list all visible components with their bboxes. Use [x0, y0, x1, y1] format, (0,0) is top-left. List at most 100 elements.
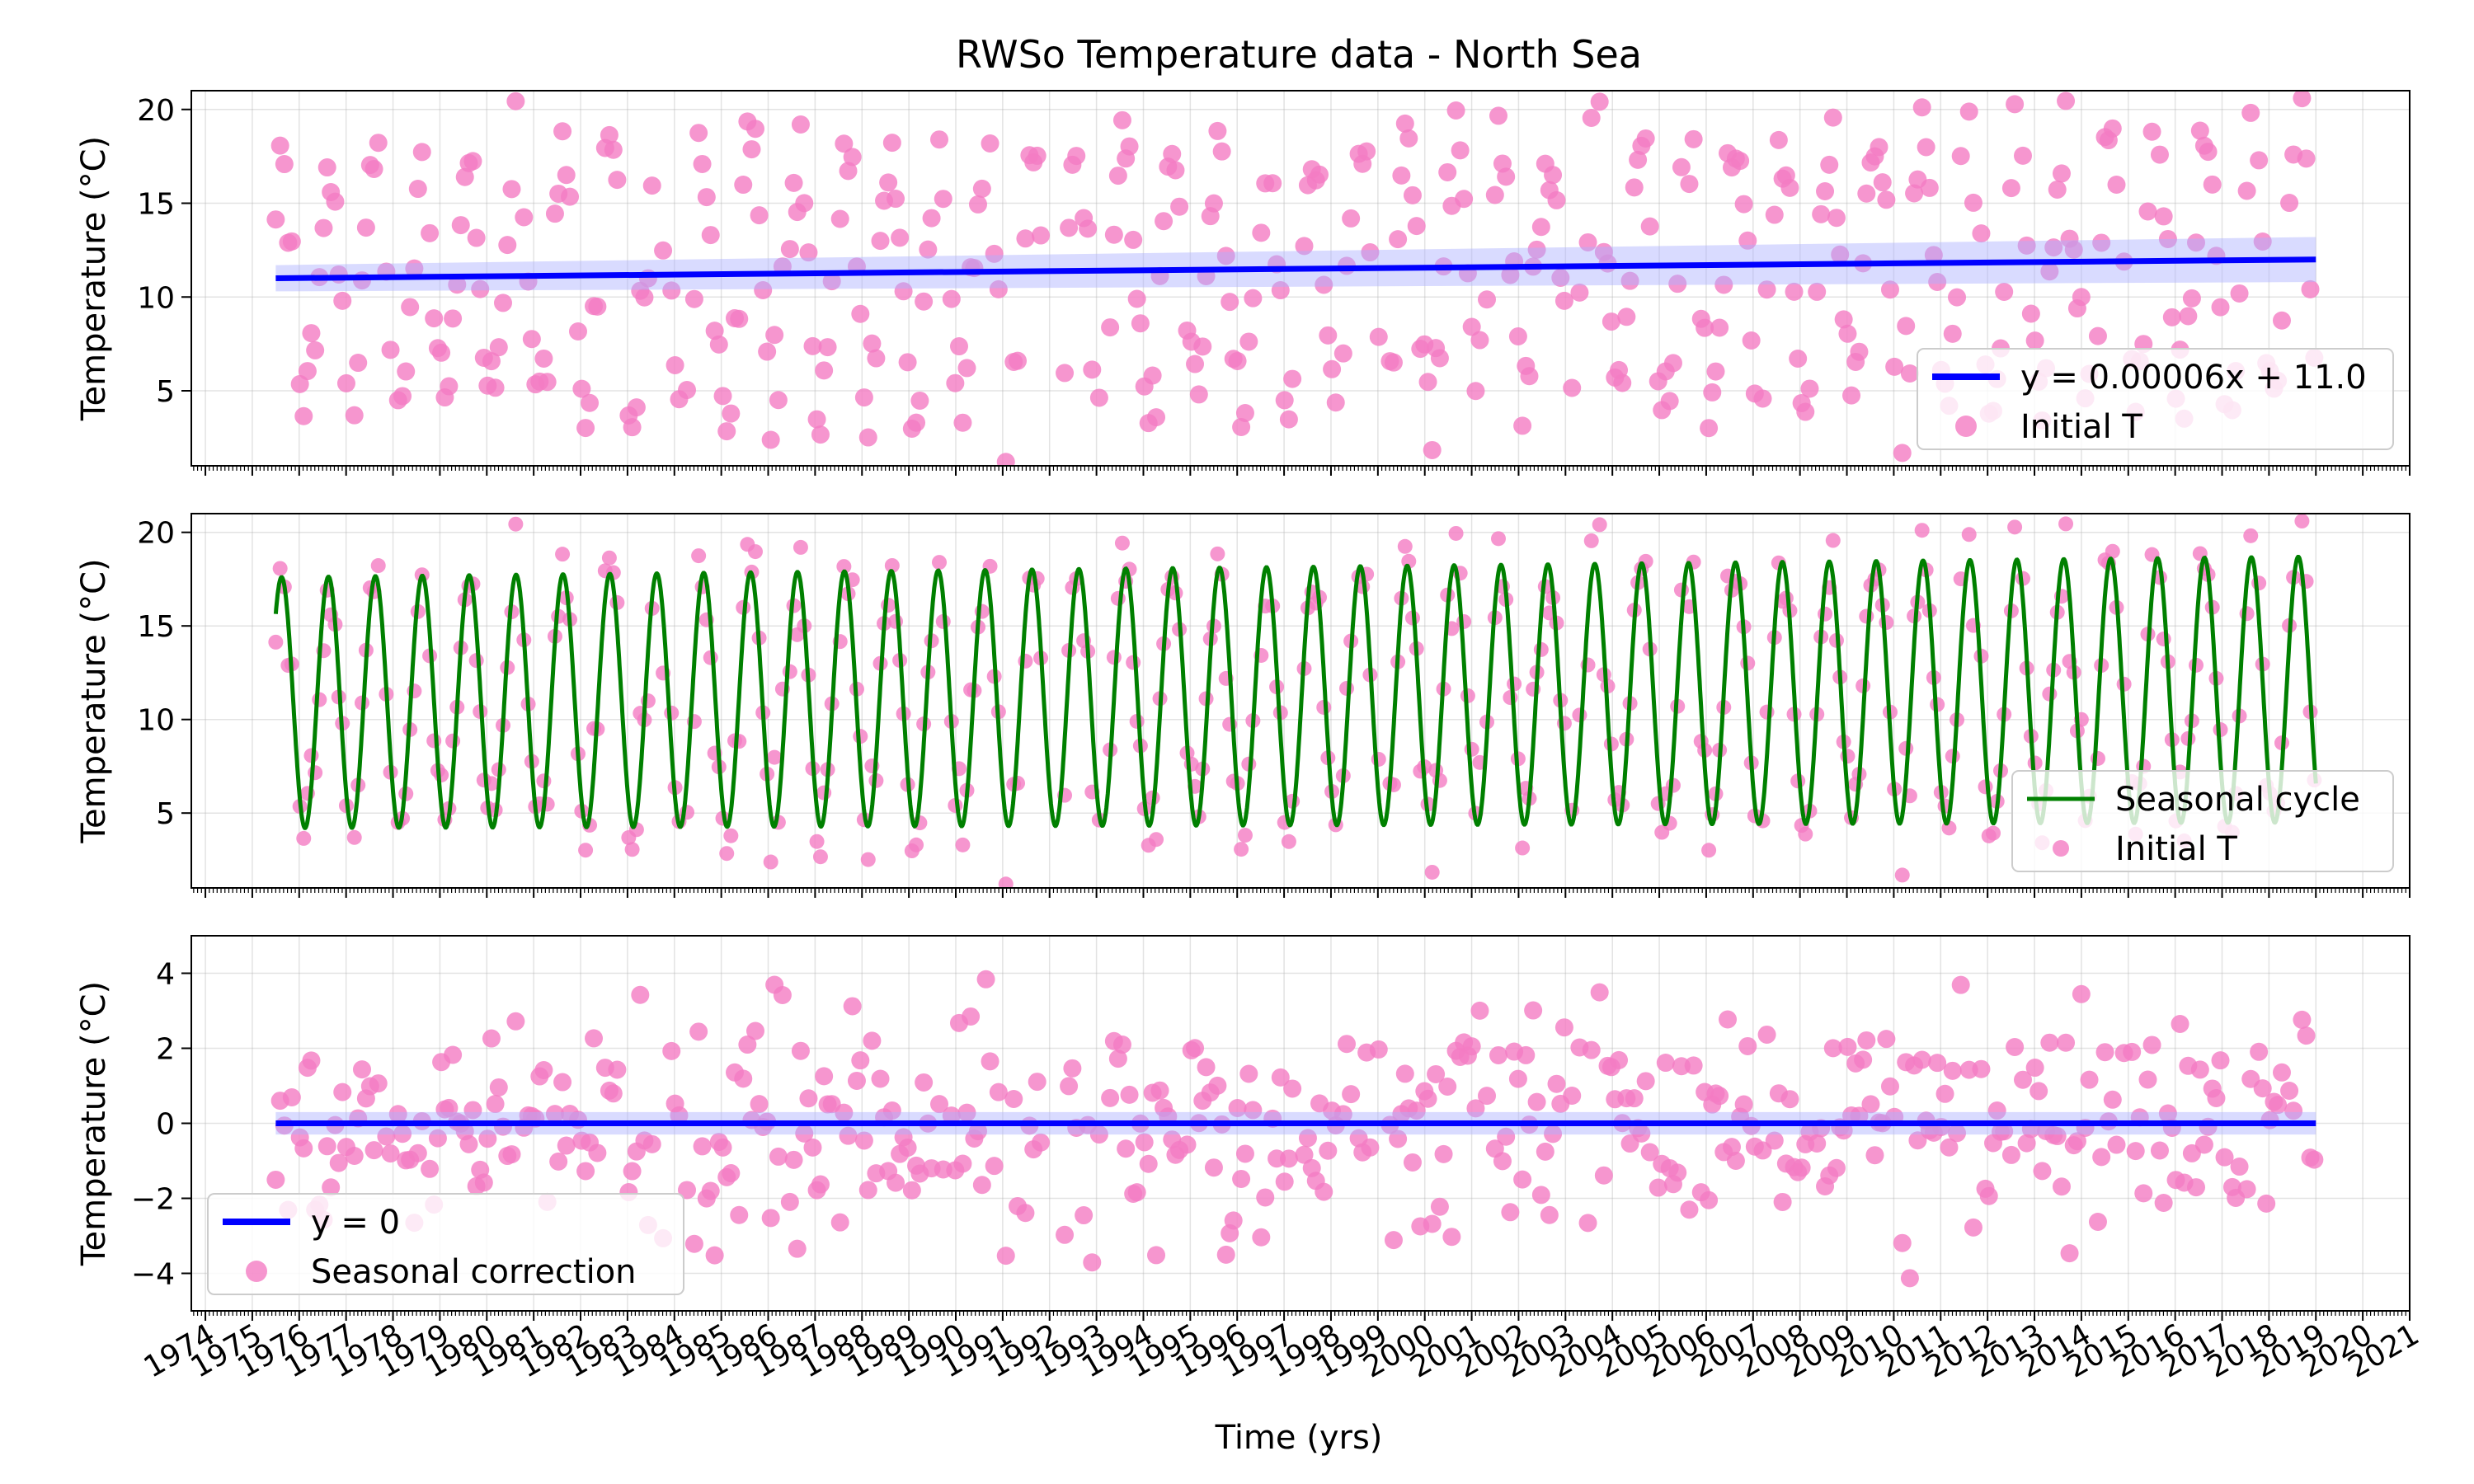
data-point	[773, 985, 792, 1004]
data-point	[1632, 1124, 1651, 1143]
data-point	[1563, 378, 1582, 397]
data-point	[1083, 1253, 1102, 1272]
data-point	[1706, 362, 1725, 381]
data-point	[942, 1106, 961, 1125]
data-point	[1995, 283, 2014, 302]
data-point	[684, 1234, 703, 1253]
data-point	[1147, 1246, 1166, 1265]
data-point	[604, 1084, 623, 1103]
data-point	[1056, 1225, 1075, 1244]
data-point	[1870, 138, 1888, 157]
data-point	[1696, 318, 1714, 337]
data-point	[1995, 1122, 2014, 1141]
chart-panel-bottom: −4 −2 0 2 4 Temperature (°C) y = 0 Seasonal cor…	[75, 935, 2425, 1385]
data-point	[2158, 1104, 2177, 1123]
data-point	[1578, 232, 1597, 251]
data-point	[2280, 1082, 2299, 1101]
y-tick-label: 20	[137, 94, 175, 128]
data-point	[333, 1082, 352, 1101]
data-point	[867, 349, 886, 368]
data-point	[887, 1173, 905, 1192]
data-point	[1850, 1106, 1869, 1125]
data-point	[1369, 327, 1388, 346]
data-point	[1524, 1001, 1543, 1020]
y-tick-label: 15	[137, 610, 175, 644]
data-point	[489, 1078, 508, 1097]
data-point	[678, 381, 697, 400]
data-point	[1456, 613, 1472, 629]
data-point	[998, 876, 1014, 888]
data-point	[767, 749, 783, 765]
data-point	[2030, 1082, 2048, 1101]
data-point	[1850, 342, 1869, 361]
data-point	[534, 349, 553, 368]
data-point	[2107, 1135, 2126, 1154]
data-point	[266, 1170, 285, 1189]
data-point	[381, 340, 400, 359]
data-point	[1221, 293, 1239, 312]
data-point	[2154, 1194, 2173, 1213]
data-point	[750, 206, 769, 225]
data-point	[705, 1246, 724, 1265]
data-point	[448, 275, 467, 294]
data-point	[1067, 147, 1086, 166]
data-point	[356, 218, 375, 237]
data-point	[1831, 245, 1850, 264]
data-point	[1948, 1124, 1967, 1143]
data-point	[2237, 1180, 2256, 1199]
data-point	[1089, 388, 1108, 407]
data-point	[915, 292, 934, 311]
data-point	[2297, 1026, 2316, 1045]
data-point	[506, 92, 525, 110]
data-point	[1112, 110, 1131, 129]
data-point	[2187, 1178, 2206, 1197]
data-point	[401, 298, 420, 317]
data-point	[1578, 1214, 1597, 1233]
data-point	[2138, 1070, 2157, 1089]
data-point	[2211, 1051, 2230, 1070]
data-point	[1731, 152, 1750, 171]
data-point	[1423, 440, 1442, 459]
data-point	[1789, 350, 1808, 369]
data-point	[471, 279, 490, 298]
data-point	[858, 1181, 877, 1200]
data-point	[1237, 828, 1253, 843]
data-point	[784, 1150, 803, 1169]
data-point	[463, 1101, 482, 1120]
data-point	[393, 1125, 412, 1144]
data-point	[1342, 1085, 1361, 1104]
data-point	[1547, 1074, 1566, 1093]
data-point	[910, 391, 929, 410]
data-point	[1256, 1188, 1275, 1207]
legend: Seasonal cycle Initial T	[2011, 770, 2394, 872]
data-point	[2237, 181, 2256, 200]
data-point	[2001, 179, 2020, 198]
data-point	[627, 398, 646, 417]
data-point	[1283, 369, 1302, 388]
data-point	[2190, 1060, 2209, 1079]
data-point	[884, 557, 900, 573]
data-point	[934, 190, 952, 209]
data-point	[1660, 392, 1679, 411]
data-point	[953, 413, 972, 432]
data-point	[2103, 1090, 2122, 1109]
data-point	[2048, 180, 2067, 199]
data-point	[1232, 417, 1251, 436]
data-point	[793, 539, 808, 555]
data-point	[1700, 1190, 1719, 1209]
data-point	[1438, 162, 1457, 181]
data-point	[854, 1131, 873, 1150]
data-point	[1722, 1138, 1741, 1157]
data-point	[1150, 1081, 1169, 1100]
data-point	[434, 768, 449, 783]
data-point	[1780, 178, 1799, 197]
data-point	[1208, 121, 1227, 140]
data-point	[795, 1124, 814, 1143]
data-point	[1818, 606, 1833, 622]
data-point	[769, 1147, 788, 1166]
data-point	[1310, 165, 1329, 184]
data-point	[1838, 324, 1857, 343]
data-point	[742, 140, 761, 159]
data-point	[498, 236, 517, 255]
data-point	[1885, 357, 1904, 376]
